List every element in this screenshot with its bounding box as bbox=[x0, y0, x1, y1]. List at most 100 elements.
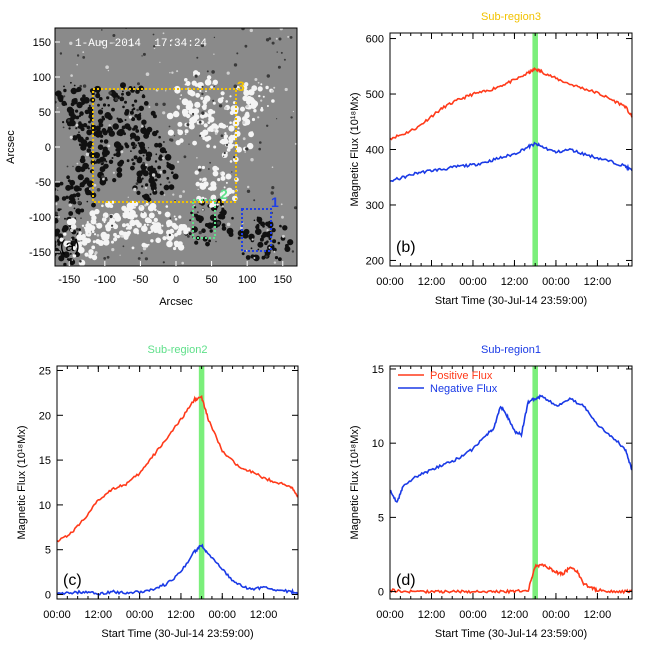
magnetogram-pixel bbox=[198, 230, 202, 235]
magnetogram-ytick-label: 50 bbox=[39, 107, 51, 119]
magnetogram-pixel bbox=[256, 223, 260, 228]
magnetogram-pixel bbox=[251, 100, 259, 108]
magnetogram-pixel bbox=[88, 104, 91, 107]
magnetogram-pixel bbox=[254, 78, 258, 81]
magnetogram-pixel bbox=[194, 44, 197, 47]
magnetogram-pixel bbox=[201, 228, 206, 232]
magnetogram-pixel bbox=[134, 99, 138, 103]
magnetogram-pixel bbox=[187, 89, 192, 94]
magnetogram-pixel bbox=[184, 133, 187, 135]
magnetogram-pixel bbox=[57, 208, 61, 212]
magnetogram-pixel bbox=[67, 119, 71, 122]
magnetogram-pixel bbox=[72, 200, 77, 205]
magnetogram-pixel bbox=[154, 142, 159, 148]
magnetogram-pixel bbox=[46, 189, 48, 191]
magnetogram-pixel bbox=[91, 230, 95, 233]
magnetogram-ytick-label: 100 bbox=[33, 72, 51, 84]
magnetogram-pixel bbox=[153, 181, 156, 184]
magnetogram-pixel bbox=[249, 28, 253, 33]
magnetogram-pixel bbox=[93, 152, 101, 159]
y-tick-label: 0 bbox=[45, 590, 51, 602]
magnetogram-pixel bbox=[221, 226, 227, 231]
magnetogram-pixel bbox=[69, 218, 77, 225]
magnetogram-pixel bbox=[110, 95, 112, 97]
magnetogram-pixel bbox=[96, 158, 102, 164]
magnetogram-pixel bbox=[136, 190, 141, 195]
magnetogram-pixel bbox=[159, 183, 162, 186]
magnetogram-pixel bbox=[196, 71, 201, 76]
magnetogram-pixel bbox=[136, 177, 143, 184]
magnetogram-pixel bbox=[284, 87, 288, 92]
magnetogram-pixel bbox=[280, 203, 283, 206]
magnetogram-pixel bbox=[223, 106, 228, 111]
magnetogram-pixel bbox=[260, 99, 263, 102]
x-tick-label: 12:00 bbox=[85, 609, 113, 621]
magnetogram-xtick-label: -50 bbox=[132, 274, 148, 286]
magnetogram-pixel bbox=[158, 229, 164, 235]
magnetogram-pixel bbox=[76, 162, 79, 165]
magnetogram-pixel bbox=[131, 246, 135, 250]
magnetogram-pixel bbox=[64, 217, 66, 220]
magnetogram-pixel bbox=[112, 34, 116, 37]
magnetogram-pixel bbox=[84, 252, 89, 257]
magnetogram-pixel bbox=[166, 112, 174, 120]
magnetogram-pixel bbox=[55, 187, 57, 192]
magnetogram-pixel bbox=[154, 102, 159, 107]
magnetogram-pixel bbox=[138, 149, 143, 155]
magnetogram-pixel bbox=[237, 127, 240, 130]
magnetogram-pixel bbox=[96, 234, 100, 237]
magnetogram-pixel bbox=[124, 142, 128, 146]
magnetogram-pixel bbox=[226, 148, 231, 152]
magnetogram-pixel bbox=[42, 236, 45, 239]
magnetogram-pixel bbox=[243, 89, 250, 97]
magnetogram-pixel bbox=[73, 207, 76, 210]
magnetogram-pixel bbox=[77, 200, 81, 205]
magnetogram-pixel bbox=[271, 227, 276, 233]
magnetogram-pixel bbox=[221, 223, 226, 228]
magnetogram-pixel bbox=[147, 243, 150, 246]
magnetogram-pixel bbox=[94, 131, 97, 134]
magnetogram-pixel bbox=[136, 108, 139, 112]
magnetogram-pixel bbox=[101, 29, 103, 31]
magnetogram-pixel bbox=[141, 55, 143, 57]
magnetogram-pixel bbox=[100, 40, 104, 44]
magnetogram-pixel bbox=[216, 221, 220, 225]
magnetogram-pixel bbox=[144, 186, 148, 190]
magnetogram-pixel bbox=[149, 193, 152, 196]
magnetogram-pixel bbox=[205, 241, 210, 247]
magnetogram-pixel bbox=[79, 157, 86, 164]
magnetogram-pixel bbox=[70, 108, 75, 113]
magnetogram-pixel bbox=[164, 154, 172, 161]
magnetogram-pixel bbox=[194, 170, 199, 175]
magnetogram-pixel bbox=[76, 63, 78, 66]
magnetogram-pixel bbox=[125, 232, 130, 237]
magnetogram-pixel bbox=[206, 75, 212, 80]
magnetogram-pixel bbox=[86, 221, 89, 224]
magnetogram-pixel bbox=[110, 128, 113, 131]
magnetogram-pixel bbox=[171, 71, 174, 74]
magnetogram-pixel bbox=[100, 162, 102, 165]
magnetogram-pixel bbox=[145, 183, 149, 187]
magnetogram-pixel bbox=[134, 214, 138, 218]
magnetogram-pixel bbox=[163, 194, 166, 196]
magnetogram-pixel bbox=[220, 134, 224, 137]
magnetogram-pixel bbox=[196, 217, 200, 221]
magnetogram-pixel bbox=[250, 158, 254, 162]
magnetogram-pixel bbox=[76, 133, 81, 139]
magnetogram-pixel bbox=[111, 157, 114, 159]
magnetogram-pixel bbox=[129, 219, 136, 227]
chart-subregion2: Sub-region2 00:00 12:00 00:00 12:00 00:00 12:0… bbox=[16, 344, 299, 640]
magnetogram-pixel bbox=[213, 36, 216, 39]
magnetogram-pixel bbox=[107, 114, 113, 121]
magnetogram-pixel bbox=[245, 97, 251, 102]
magnetogram-pixel bbox=[84, 109, 90, 115]
magnetogram-pixel bbox=[88, 114, 93, 119]
magnetogram-pixel bbox=[130, 137, 133, 140]
magnetogram-pixel bbox=[251, 117, 256, 122]
magnetogram-pixel bbox=[135, 182, 139, 186]
magnetogram-pixel bbox=[191, 121, 194, 124]
magnetogram-pixel bbox=[231, 216, 234, 220]
magnetogram-pixel bbox=[229, 138, 234, 143]
magnetogram-pixel bbox=[281, 234, 285, 238]
magnetogram-pixel bbox=[55, 181, 61, 188]
